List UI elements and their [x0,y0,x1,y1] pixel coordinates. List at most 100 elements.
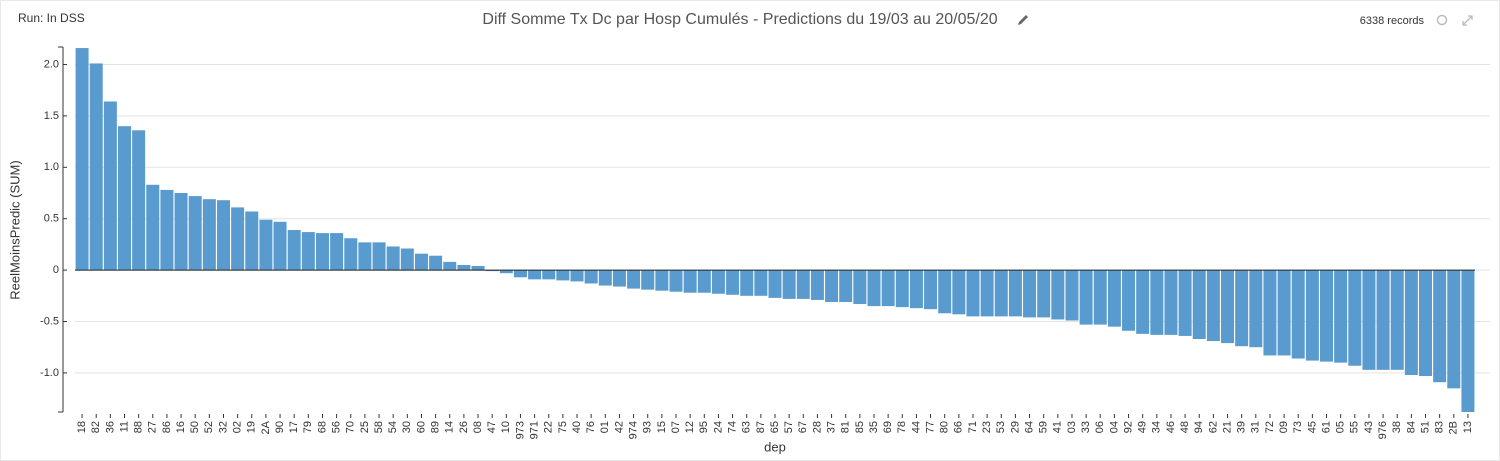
x-tick-label: 64 [1023,421,1035,433]
x-tick-label: 85 [854,421,866,433]
bar [528,270,542,280]
bar [1263,270,1277,356]
bar [513,270,527,278]
bar [1164,270,1178,335]
bar [273,221,287,271]
x-tick-label: 77 [924,421,936,433]
x-tick-label: 88 [133,421,145,433]
bar [853,270,867,305]
y-tick-label: 0.5 [44,213,59,225]
x-tick-label: 67 [797,421,809,433]
bar [1249,270,1263,348]
x-tick-label: 52 [203,421,215,433]
y-tick-label: 1.5 [44,110,59,122]
x-tick-label: 35 [868,421,880,433]
bar [584,270,598,284]
chart-title: Diff Somme Tx Dc par Hosp Cumulés - Pred… [482,11,997,28]
bar [627,270,641,289]
x-tick-label: 56 [331,421,343,433]
bar [1051,270,1065,320]
bar [711,270,725,294]
x-tick-label: 31 [1250,421,1262,433]
x-tick-label: 39 [1236,421,1248,433]
refresh-icon[interactable] [1436,14,1448,26]
bar [1107,270,1121,327]
bar [1390,270,1404,370]
x-tick-label: 90 [274,421,286,433]
bar [429,255,443,271]
x-tick-label: 63 [741,421,753,433]
x-tick-label: 70 [345,421,357,433]
x-tick-label: 49 [1137,421,1149,433]
x-tick-label: 11 [118,421,130,432]
bar [1136,270,1150,334]
bar [641,270,655,290]
expand-icon[interactable] [1462,15,1473,26]
x-tick-label: 2A [260,420,272,434]
x-tick-label: 19 [246,421,258,433]
x-tick-label: 05 [1335,421,1347,433]
x-tick-label: 07 [670,421,682,433]
bar [1079,270,1093,325]
bar [669,270,683,292]
bar [768,270,782,298]
bar [216,200,230,271]
y-tick-label: 0 [53,264,59,276]
x-tick-label: 59 [1038,421,1050,433]
bar [344,238,358,271]
run-label: Run: In DSS [18,11,85,25]
bar [146,184,160,271]
x-tick-label: 60 [415,421,427,433]
x-tick-label: 13 [1462,421,1474,433]
x-tick-label: 974 [627,421,639,439]
bar [202,199,216,271]
bar [683,270,697,293]
x-tick-label: 44 [910,421,922,433]
bar [1291,270,1305,359]
bar [1192,270,1206,339]
x-tick-label: 58 [373,421,385,433]
x-tick-label: 57 [783,421,795,433]
x-tick-label: 976 [1377,421,1389,439]
x-tick-label: 94 [1193,421,1205,433]
x-tick-label: 14 [444,421,456,433]
x-tick-label: 50 [189,421,201,433]
x-tick-label: 89 [430,421,442,433]
bar [1362,270,1376,370]
x-tick-label: 973 [514,421,526,439]
x-tick-label: 37 [825,421,837,433]
bar [726,270,740,295]
bar [330,233,344,271]
bar [825,270,839,302]
x-tick-label: 971 [529,421,541,439]
x-tick-label: 26 [458,421,470,433]
bar [315,233,329,271]
bar [980,270,994,317]
bar [782,270,796,299]
x-tick-label: 12 [684,421,696,433]
x-tick-label: 01 [599,421,611,433]
x-tick-label: 32 [217,421,229,433]
x-tick-label: 18 [76,421,88,433]
bar [697,270,711,293]
bar [598,270,612,286]
x-tick-label: 72 [1264,421,1276,433]
edit-icon[interactable] [1018,15,1028,25]
x-tick-label: 47 [486,421,498,433]
x-tick-label: 10 [500,421,512,433]
x-tick-label: 41 [1052,421,1064,433]
x-tick-label: 21 [1221,421,1233,433]
bar [952,270,966,315]
x-tick-label: 2B [1448,421,1460,434]
x-tick-label: 51 [1419,421,1431,433]
bar [938,270,952,314]
x-tick-label: 09 [1278,421,1290,433]
bar [966,270,980,317]
bar [1037,270,1051,318]
x-tick-label: 43 [1363,421,1375,433]
y-tick-label: 2.0 [44,58,59,70]
bar [471,266,485,271]
bar [1447,270,1461,389]
x-tick-label: 61 [1320,421,1332,433]
bar [1433,270,1447,383]
